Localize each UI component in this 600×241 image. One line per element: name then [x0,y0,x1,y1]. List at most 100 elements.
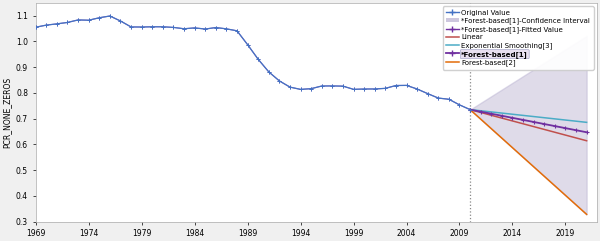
Original Value [212,26,220,29]
Exponential Smoothing[3] [551,117,559,120]
Original Value [32,26,40,29]
*Forest-based[1]-Fitted Value [223,27,230,30]
*Forest-based[1]-Fitted Value [265,70,272,73]
Y-axis label: PCR_NONE_ZEROS: PCR_NONE_ZEROS [3,77,12,148]
*Forest-based[1]-Fitted Value [53,22,61,25]
Exponential Smoothing[3] [498,112,505,114]
Line: Linear: Linear [470,110,587,141]
*Forest-based[1]-Fitted Value [138,26,145,28]
Original Value [191,27,198,29]
Forest-based[2] [520,156,527,159]
Exponential Smoothing[3] [583,121,590,124]
*Forest-based[1] [541,123,548,126]
*Forest-based[1]-Fitted Value [456,103,463,106]
*Forest-based[1]-Fitted Value [329,85,336,87]
Line: *Forest-based[1]-Fitted Value: *Forest-based[1]-Fitted Value [34,14,472,111]
*Forest-based[1]-Fitted Value [424,92,431,95]
Original Value [223,27,230,30]
Forest-based[2] [572,203,580,206]
Original Value [413,87,421,90]
Original Value [286,86,293,88]
*Forest-based[1] [562,127,569,130]
*Forest-based[1]-Fitted Value [276,80,283,82]
*Forest-based[1]-Fitted Value [212,26,220,29]
Forest-based[2] [509,146,516,149]
*Forest-based[1]-Fitted Value [371,87,379,90]
Linear [477,111,484,114]
*Forest-based[1] [477,110,484,113]
*Forest-based[1]-Fitted Value [170,26,177,29]
Forest-based[2] [530,165,537,168]
Linear [498,117,505,120]
*Forest-based[1]-Fitted Value [403,84,410,87]
*Forest-based[1]-Fitted Value [361,87,368,90]
*Forest-based[1]-Fitted Value [254,58,262,61]
Original Value [138,26,145,28]
Original Value [297,88,304,91]
*Forest-based[1] [530,120,537,123]
Original Value [329,85,336,87]
Linear [583,139,590,142]
*Forest-based[1]-Fitted Value [392,84,400,87]
Forest-based[2] [562,194,569,197]
Original Value [340,85,347,87]
*Forest-based[1]-Fitted Value [74,19,82,21]
Exponential Smoothing[3] [572,120,580,123]
Original Value [392,84,400,87]
Original Value [350,88,357,91]
Linear [562,134,569,137]
*Forest-based[1]-Fitted Value [244,43,251,46]
Original Value [64,21,71,24]
*Forest-based[1]-Fitted Value [445,98,452,101]
Original Value [361,87,368,90]
Original Value [181,27,188,30]
Original Value [265,70,272,73]
*Forest-based[1]-Fitted Value [159,25,166,28]
Original Value [424,92,431,95]
Original Value [74,19,82,21]
Forest-based[2] [551,184,559,187]
*Forest-based[1]-Fitted Value [106,14,113,17]
Legend: Original Value, *Forest-based[1]-Confidence Interval, *Forest-based[1]-Fitted Va: Original Value, *Forest-based[1]-Confide… [443,6,594,70]
Linear [488,114,495,117]
*Forest-based[1]-Fitted Value [413,87,421,90]
Original Value [53,22,61,25]
Line: Forest-based[2]: Forest-based[2] [470,110,587,214]
Linear [466,108,473,111]
Original Value [43,24,50,27]
Original Value [170,26,177,29]
Linear [520,122,527,125]
Exponential Smoothing[3] [488,110,495,113]
Linear [541,128,548,131]
Original Value [308,87,315,90]
Exponential Smoothing[3] [530,115,537,118]
*Forest-based[1]-Fitted Value [466,108,473,111]
Original Value [244,43,251,46]
*Forest-based[1]-Fitted Value [127,26,134,28]
*Forest-based[1]-Fitted Value [85,19,92,22]
Exponential Smoothing[3] [541,116,548,119]
Exponential Smoothing[3] [562,119,569,121]
*Forest-based[1]-Fitted Value [202,27,209,30]
*Forest-based[1]-Fitted Value [181,27,188,30]
Original Value [318,85,325,87]
*Forest-based[1]-Fitted Value [435,97,442,100]
Original Value [456,103,463,106]
Original Value [202,27,209,30]
Forest-based[2] [498,137,505,140]
Original Value [276,80,283,82]
Original Value [233,29,241,32]
Original Value [95,16,103,19]
Forest-based[2] [541,175,548,178]
Linear [530,125,537,128]
*Forest-based[1]-Fitted Value [297,88,304,91]
*Forest-based[1]-Fitted Value [382,87,389,90]
Original Value [85,19,92,22]
Linear [509,120,516,122]
Original Value [371,87,379,90]
Linear [572,136,580,139]
*Forest-based[1]-Fitted Value [233,29,241,32]
Original Value [149,25,156,28]
Original Value [403,84,410,87]
*Forest-based[1] [583,131,590,134]
